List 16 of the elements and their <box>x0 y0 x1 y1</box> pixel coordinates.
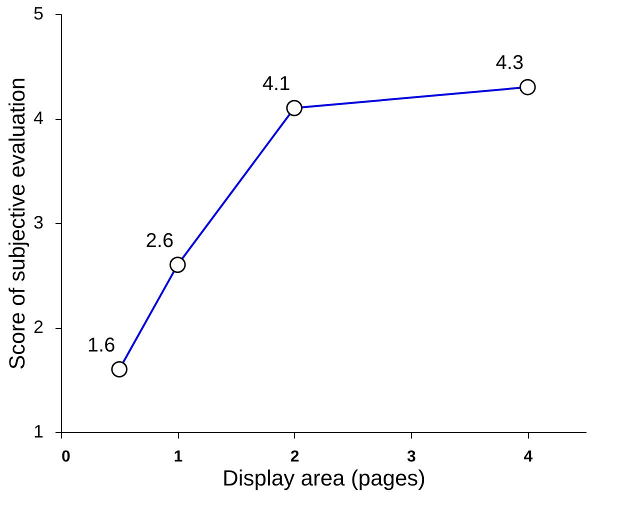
x-tick-label: 1 <box>174 448 183 466</box>
y-tick-label: 4 <box>33 108 44 128</box>
x-tick-label: 2 <box>290 448 300 466</box>
y-tick-label: 5 <box>33 4 44 24</box>
x-tick-label: 4 <box>524 448 533 466</box>
x-tick-label: 0 <box>62 448 70 466</box>
data-label: 2.6 <box>146 230 174 252</box>
data-label: 1.6 <box>87 334 116 356</box>
y-axis-title: Score of subjective evaluation <box>4 77 30 370</box>
data-label: 4.1 <box>262 73 290 96</box>
x-axis-title: Display area (pages) <box>222 466 426 490</box>
y-tick-label: 3 <box>33 212 44 232</box>
y-tick-label: 1 <box>33 422 44 442</box>
data-label: 4.3 <box>496 52 524 74</box>
y-tick-label: 2 <box>33 317 44 337</box>
x-tick-label: 3 <box>407 448 416 466</box>
